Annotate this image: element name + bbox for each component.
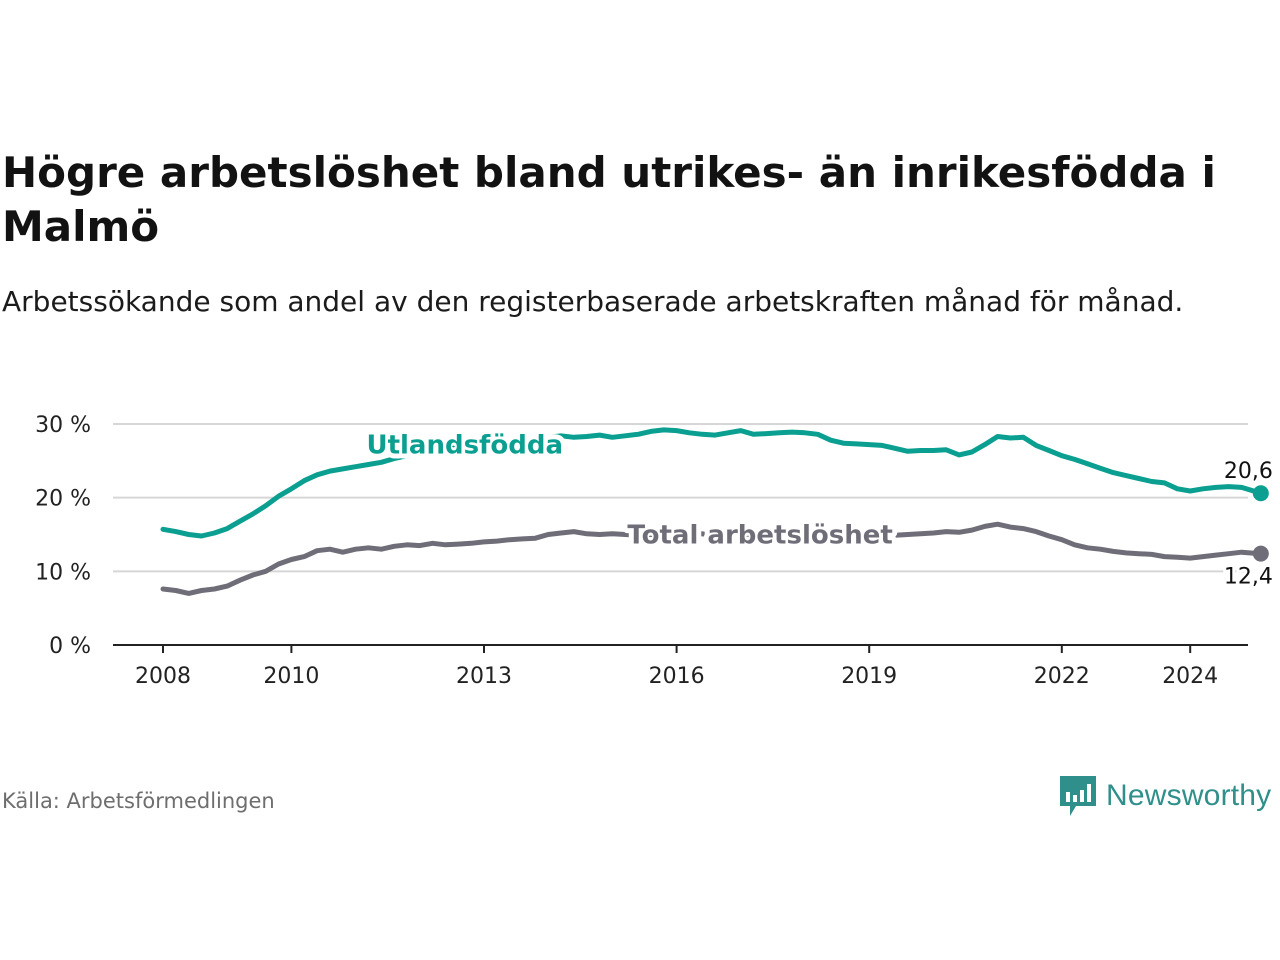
series-end-point bbox=[1252, 545, 1269, 562]
x-tick-label: 2019 bbox=[841, 664, 897, 689]
newsworthy-logo-icon bbox=[1060, 776, 1096, 816]
y-tick-label: 30 % bbox=[35, 413, 91, 438]
series-end-label: 20,6 % bbox=[1224, 459, 1280, 484]
x-tick-label: 2022 bbox=[1034, 664, 1090, 689]
y-tick-label: 10 % bbox=[35, 560, 91, 585]
chart-title: Högre arbetslöshet bland utrikes- än inr… bbox=[2, 148, 1216, 251]
x-tick-label: 2024 bbox=[1162, 664, 1218, 689]
series-labels: 20,6 % Utlandsfödda 12,4 % Total arbetslösh… bbox=[361, 426, 1280, 593]
line-chart: 0 % 10 % 20 % 30 % 2008 2010 2013 2016 2019 2022… bbox=[35, 413, 1280, 689]
gridlines: 0 % 10 % 20 % 30 % bbox=[35, 413, 1248, 659]
series-end-point bbox=[1252, 485, 1269, 502]
x-axis: 2008 2010 2013 2016 2019 2022 2024 bbox=[113, 644, 1248, 689]
y-tick-label: 20 % bbox=[35, 487, 91, 512]
x-tick-label: 2016 bbox=[649, 664, 705, 689]
chart-subtitle: Arbetssökande som andel av den registerb… bbox=[2, 285, 1184, 318]
series-line-total bbox=[160, 521, 1264, 596]
x-tick-label: 2010 bbox=[263, 664, 319, 689]
series-end-label: 12,4 % bbox=[1224, 565, 1280, 590]
brand-logo[interactable]: Newsworthy bbox=[1058, 774, 1271, 818]
x-tick-label: 2013 bbox=[456, 664, 512, 689]
series-label-total: Total arbetslöshet bbox=[627, 521, 892, 551]
y-tick-label: 0 % bbox=[49, 634, 91, 659]
series-line-utlandsfodda bbox=[160, 427, 1264, 539]
series-label-utlandsfodda: Utlandsfödda bbox=[366, 431, 563, 461]
series-lines bbox=[160, 427, 1269, 596]
source-note: Källa: Arbetsförmedlingen bbox=[2, 789, 275, 813]
x-tick-label: 2008 bbox=[135, 664, 191, 689]
brand-name: Newsworthy bbox=[1106, 779, 1272, 812]
